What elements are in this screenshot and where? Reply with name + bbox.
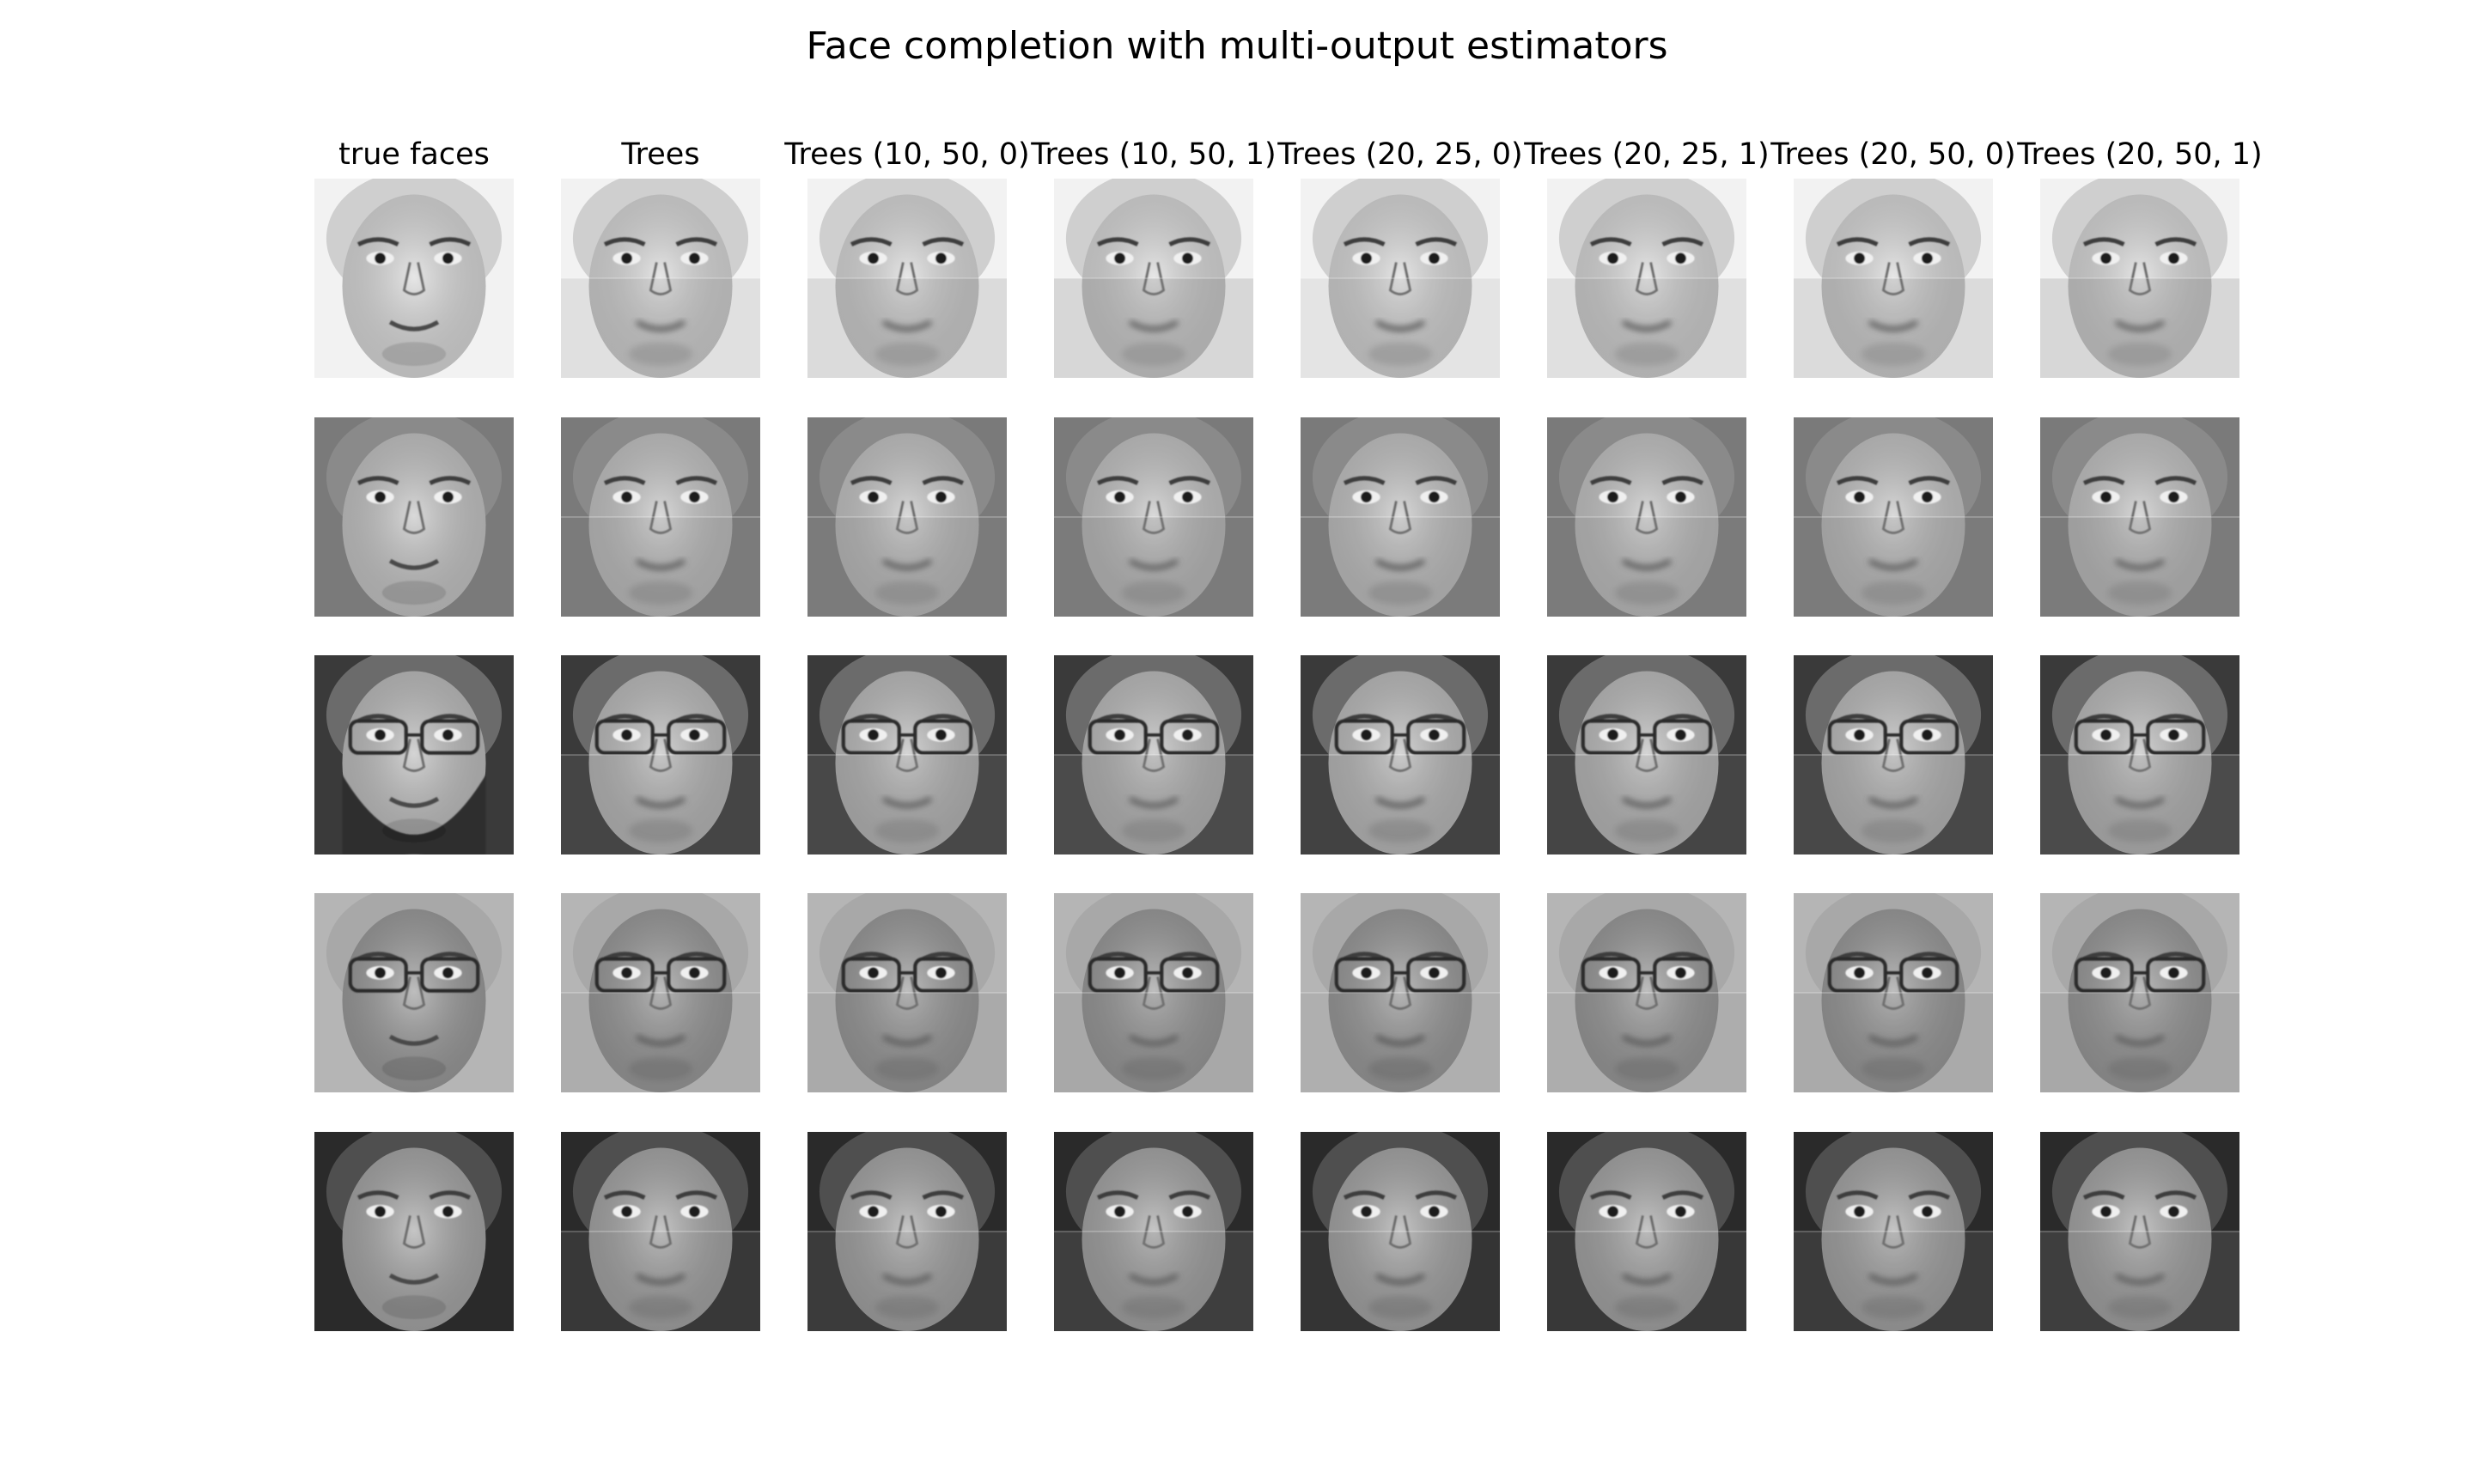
column-title: Trees (10, 50, 1) (1031, 137, 1277, 172)
completed-face-image (1547, 179, 1746, 378)
completed-face-image (1547, 655, 1746, 855)
completed-face-image (807, 893, 1007, 1092)
completed-face-image (1794, 893, 1993, 1092)
column-title: Trees (20, 50, 1) (2017, 137, 2263, 172)
completed-face-image (1301, 417, 1500, 617)
column-title: Trees (20, 25, 1) (1524, 137, 1770, 172)
completed-face-image (1054, 1132, 1253, 1331)
true-face-image (314, 417, 514, 617)
column-title: Trees (20, 50, 0) (1770, 137, 2016, 172)
completed-face-image (807, 655, 1007, 855)
completed-face-image (561, 655, 760, 855)
completed-face-image (561, 893, 760, 1092)
true-face-image (314, 1132, 514, 1331)
completed-face-image (1547, 1132, 1746, 1331)
completed-face-image (1547, 417, 1746, 617)
true-face-image (314, 893, 514, 1092)
completed-face-image (807, 417, 1007, 617)
completed-face-image (1794, 655, 1993, 855)
true-face-image (314, 655, 514, 855)
completed-face-image (1794, 417, 1993, 617)
completed-face-image (2040, 655, 2239, 855)
true-face-image (314, 179, 514, 378)
completed-face-image (1301, 893, 1500, 1092)
column-title: Trees (621, 137, 700, 172)
completed-face-image (807, 1132, 1007, 1331)
completed-face-image (1054, 417, 1253, 617)
completed-face-image (2040, 893, 2239, 1092)
completed-face-image (2040, 1132, 2239, 1331)
completed-face-image (1301, 179, 1500, 378)
figure-title: Face completion with multi-output estima… (806, 24, 1668, 68)
column-title: true faces (338, 137, 490, 172)
completed-face-image (561, 179, 760, 378)
completed-face-image (2040, 417, 2239, 617)
completed-face-image (1054, 179, 1253, 378)
completed-face-image (1301, 1132, 1500, 1331)
completed-face-image (2040, 179, 2239, 378)
completed-face-image (1547, 893, 1746, 1092)
column-title: Trees (10, 50, 0) (784, 137, 1030, 172)
completed-face-image (807, 179, 1007, 378)
completed-face-image (1794, 1132, 1993, 1331)
column-title: Trees (20, 25, 0) (1277, 137, 1523, 172)
completed-face-image (561, 417, 760, 617)
completed-face-image (1054, 655, 1253, 855)
completed-face-image (1054, 893, 1253, 1092)
completed-face-image (1794, 179, 1993, 378)
completed-face-image (1301, 655, 1500, 855)
completed-face-image (561, 1132, 760, 1331)
